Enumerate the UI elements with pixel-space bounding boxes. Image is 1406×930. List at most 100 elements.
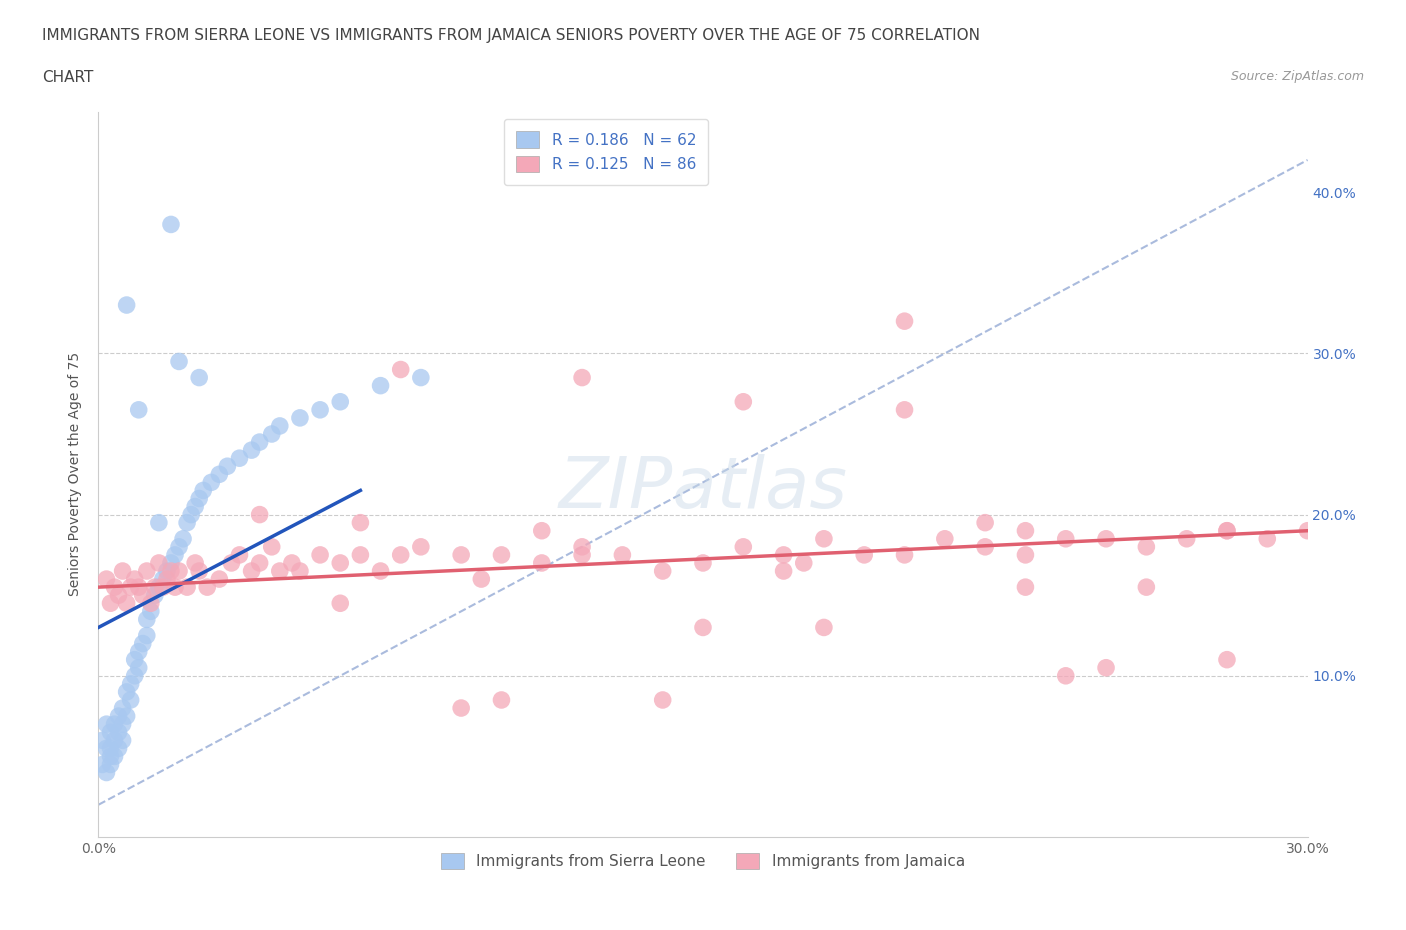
Point xyxy=(329,394,352,409)
Point xyxy=(156,564,179,578)
Point xyxy=(111,717,134,732)
Point xyxy=(1175,531,1198,546)
Point xyxy=(167,539,190,554)
Point xyxy=(128,660,150,675)
Point xyxy=(132,588,155,603)
Point xyxy=(124,669,146,684)
Point xyxy=(974,539,997,554)
Point xyxy=(793,555,815,570)
Point xyxy=(772,548,794,563)
Point xyxy=(103,733,125,748)
Point xyxy=(217,458,239,473)
Point xyxy=(733,394,755,409)
Point xyxy=(240,443,263,458)
Point xyxy=(249,434,271,449)
Point xyxy=(160,555,183,570)
Point xyxy=(111,700,134,715)
Point xyxy=(1216,652,1239,667)
Point xyxy=(188,491,211,506)
Point xyxy=(160,217,183,232)
Point xyxy=(1216,524,1239,538)
Point xyxy=(156,572,179,587)
Point xyxy=(120,579,142,594)
Point xyxy=(115,298,138,312)
Point xyxy=(100,724,122,739)
Point xyxy=(176,515,198,530)
Point xyxy=(172,531,194,546)
Point xyxy=(100,757,122,772)
Point xyxy=(152,572,174,587)
Point xyxy=(450,700,472,715)
Point xyxy=(692,620,714,635)
Point xyxy=(148,579,170,594)
Point xyxy=(329,596,352,611)
Text: ZIPatlas: ZIPatlas xyxy=(558,455,848,524)
Point xyxy=(389,548,412,563)
Point xyxy=(389,362,412,377)
Point xyxy=(167,354,190,369)
Point xyxy=(107,709,129,724)
Point xyxy=(853,548,876,563)
Point xyxy=(269,418,291,433)
Point xyxy=(124,652,146,667)
Point xyxy=(450,548,472,563)
Point xyxy=(128,403,150,418)
Point xyxy=(974,515,997,530)
Point xyxy=(491,548,513,563)
Point xyxy=(107,588,129,603)
Point xyxy=(1256,531,1278,546)
Point xyxy=(571,370,593,385)
Point xyxy=(349,548,371,563)
Point xyxy=(349,515,371,530)
Text: Source: ZipAtlas.com: Source: ZipAtlas.com xyxy=(1230,70,1364,83)
Point xyxy=(1095,531,1118,546)
Point xyxy=(370,379,392,393)
Point xyxy=(103,749,125,764)
Point xyxy=(111,564,134,578)
Point xyxy=(107,741,129,756)
Point xyxy=(1014,579,1036,594)
Point xyxy=(163,579,186,594)
Point xyxy=(893,548,915,563)
Point xyxy=(143,579,166,594)
Point xyxy=(228,548,250,563)
Point xyxy=(184,555,207,570)
Point xyxy=(571,548,593,563)
Point xyxy=(148,555,170,570)
Point xyxy=(813,531,835,546)
Point xyxy=(100,741,122,756)
Point xyxy=(124,572,146,587)
Point xyxy=(200,475,222,490)
Point xyxy=(409,370,432,385)
Point xyxy=(651,693,673,708)
Point xyxy=(111,733,134,748)
Point xyxy=(329,555,352,570)
Point xyxy=(470,572,492,587)
Y-axis label: Seniors Poverty Over the Age of 75: Seniors Poverty Over the Age of 75 xyxy=(69,352,83,596)
Point xyxy=(115,596,138,611)
Point xyxy=(188,370,211,385)
Point xyxy=(96,717,118,732)
Point xyxy=(132,636,155,651)
Point xyxy=(120,693,142,708)
Point xyxy=(530,524,553,538)
Point xyxy=(772,564,794,578)
Point xyxy=(269,564,291,578)
Point xyxy=(176,579,198,594)
Point xyxy=(208,572,231,587)
Point xyxy=(281,555,304,570)
Text: IMMIGRANTS FROM SIERRA LEONE VS IMMIGRANTS FROM JAMAICA SENIORS POVERTY OVER THE: IMMIGRANTS FROM SIERRA LEONE VS IMMIGRAN… xyxy=(42,28,980,43)
Point xyxy=(260,427,283,442)
Point xyxy=(139,596,162,611)
Point xyxy=(143,588,166,603)
Point xyxy=(148,515,170,530)
Point xyxy=(1216,524,1239,538)
Point xyxy=(135,628,157,643)
Point xyxy=(115,709,138,724)
Point xyxy=(1296,524,1319,538)
Point xyxy=(1135,539,1157,554)
Point xyxy=(100,749,122,764)
Point xyxy=(128,579,150,594)
Point xyxy=(221,555,243,570)
Point xyxy=(893,403,915,418)
